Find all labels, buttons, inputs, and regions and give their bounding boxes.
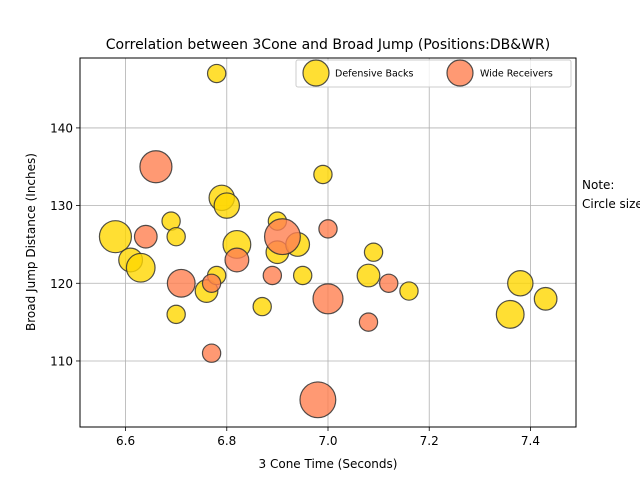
data-point-defensive-backs [292,265,313,286]
legend-marker-defensive-backs [302,59,330,87]
data-point-wide-receivers [166,268,196,298]
data-point-defensive-backs [495,299,525,329]
x-tick-label: 7.4 [521,434,540,448]
data-point-wide-receivers [201,343,222,363]
y-tick-label: 120 [50,277,73,291]
data-point-defensive-backs [533,286,558,311]
data-point-defensive-backs [252,296,272,317]
x-axis-ticks: 6.6 6.8 7.0 7.2 7.4 [116,427,540,448]
legend-marker-wide-receivers [446,59,474,87]
data-point-wide-receivers [224,247,250,273]
y-tick-label: 110 [50,354,73,368]
data-point-defensive-backs [166,226,186,247]
x-axis-label: 3 Cone Time (Seconds) [259,457,398,471]
y-axis-ticks: 110 120 130 140 [50,121,80,368]
y-tick-label: 140 [50,121,73,135]
data-point-defensive-backs [507,270,534,297]
legend-label-defensive-backs: Defensive Backs [335,69,414,80]
data-point-wide-receivers [263,218,301,256]
data-point-wide-receivers [312,283,344,315]
data-point-defensive-backs [356,263,381,288]
data-point-defensive-backs [166,304,186,325]
data-points [98,63,558,419]
data-point-wide-receivers [262,265,283,286]
data-point-defensive-backs [363,242,384,262]
data-point-wide-receivers [299,381,337,419]
data-point-defensive-backs [213,192,241,219]
y-axis-label: Broad Jump Distance (Inches) [24,153,38,331]
legend-label-wide-receivers: Wide Receivers [480,69,553,80]
y-tick-label: 130 [50,199,73,213]
x-tick-label: 6.6 [116,434,135,448]
circle-size-note: Note: Circle size [582,178,640,211]
data-point-wide-receivers [379,273,399,294]
grid [80,58,576,427]
data-point-wide-receivers [318,219,338,239]
data-point-defensive-backs [98,220,133,254]
data-point-wide-receivers [133,224,158,249]
x-tick-label: 6.8 [217,434,236,448]
data-point-wide-receivers [358,312,379,332]
x-tick-label: 7.2 [420,434,439,448]
chart-title: Correlation between 3Cone and Broad Jump… [106,37,550,53]
x-tick-label: 7.0 [318,434,337,448]
data-point-wide-receivers [201,273,222,294]
data-point-defensive-backs [206,63,227,84]
data-point-wide-receivers [139,150,173,184]
data-point-defensive-backs [313,164,333,185]
data-point-defensive-backs [125,252,156,283]
data-point-defensive-backs [399,281,419,301]
legend-box [295,59,572,88]
legend: Defensive Backs Wide Receivers [295,59,572,88]
